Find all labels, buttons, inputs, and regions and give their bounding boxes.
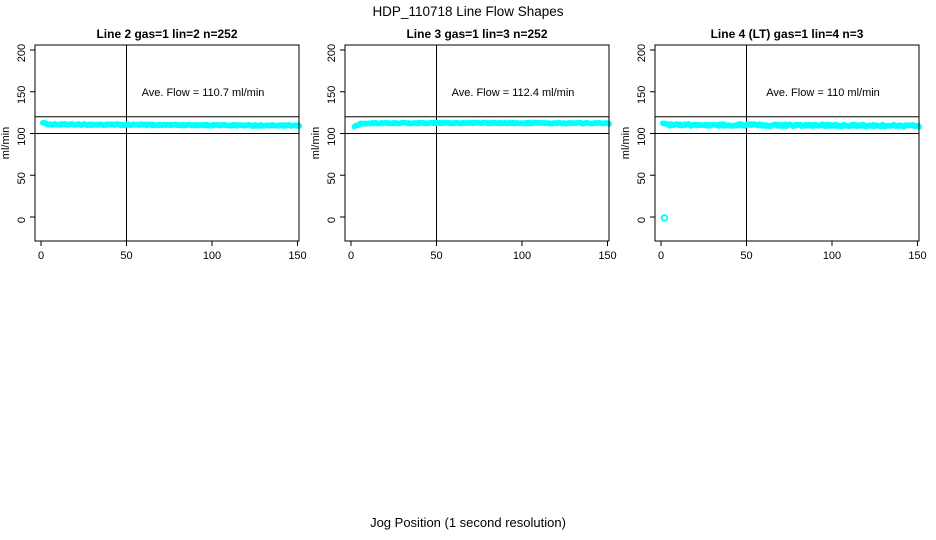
plot-box [654,44,920,242]
x-tick-label: 0 [658,250,664,262]
y-tick-label: 200 [326,44,338,62]
y-tick-label: 100 [636,127,648,145]
ave-flow-annotation: Ave. Flow = 110 ml/min [766,87,880,99]
panel-title: Line 2 gas=1 lin=2 n=252 [96,27,237,41]
x-tick-label: 50 [430,250,442,262]
panel-2: Line 3 gas=1 lin=3 n=252 0 50 100 150 0 50 100 1… [310,27,617,262]
y-tick-label: 150 [16,86,28,104]
y-tick-label: 150 [326,86,338,104]
plot-box [34,44,300,242]
x-tick-label: 50 [740,250,752,262]
x-tick-label: 100 [823,250,841,262]
x-tick-label: 150 [288,250,306,262]
y-tick-label: 50 [636,172,648,184]
y-tick-label: 50 [16,172,28,184]
x-axis-label: Jog Position (1 second resolution) [370,515,566,530]
y-axis-label: ml/min [0,127,12,159]
y-axis-label: ml/min [310,127,322,159]
panel-3: Line 4 (LT) gas=1 lin=4 n=3 0 50 100 150 0 50 1… [620,27,927,262]
y-tick-label: 150 [636,86,648,104]
ave-flow-annotation: Ave. Flow = 112.4 ml/min [452,87,575,99]
x-tick-label: 100 [513,250,531,262]
x-tick-label: 0 [348,250,354,262]
y-axis-label: ml/min [620,127,632,159]
outlier-point [660,214,669,222]
x-tick-label: 150 [598,250,616,262]
y-tick-label: 100 [326,127,338,145]
panel-title: Line 4 (LT) gas=1 lin=4 n=3 [711,27,864,41]
y-tick-label: 100 [16,127,28,145]
y-tick-label: 50 [326,172,338,184]
x-tick-label: 150 [908,250,926,262]
panels-group: Line 2 gas=1 lin=2 n=252 0 50 100 150 0 50 100 1… [0,27,927,262]
x-tick-label: 100 [203,250,221,262]
panel-title: Line 3 gas=1 lin=3 n=252 [406,27,547,41]
panel-1: Line 2 gas=1 lin=2 n=252 0 50 100 150 0 50 100 1… [0,27,307,262]
y-tick-label: 0 [636,217,648,223]
main-title: HDP_110718 Line Flow Shapes [372,4,563,19]
y-tick-label: 0 [16,217,28,223]
y-tick-label: 200 [16,44,28,62]
y-tick-label: 0 [326,217,338,223]
ave-flow-annotation: Ave. Flow = 110.7 ml/min [142,87,265,99]
y-tick-label: 200 [636,44,648,62]
plot-box [344,44,610,242]
x-tick-label: 50 [120,250,132,262]
x-tick-label: 0 [38,250,44,262]
